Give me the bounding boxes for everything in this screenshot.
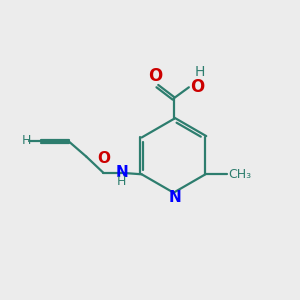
Text: H: H [195,65,205,79]
Text: H: H [117,175,126,188]
Text: H: H [21,134,31,147]
Text: O: O [148,67,162,85]
Text: CH₃: CH₃ [228,168,251,181]
Text: N: N [169,190,182,205]
Text: O: O [190,78,204,96]
Text: O: O [97,151,110,166]
Text: N: N [115,165,128,180]
